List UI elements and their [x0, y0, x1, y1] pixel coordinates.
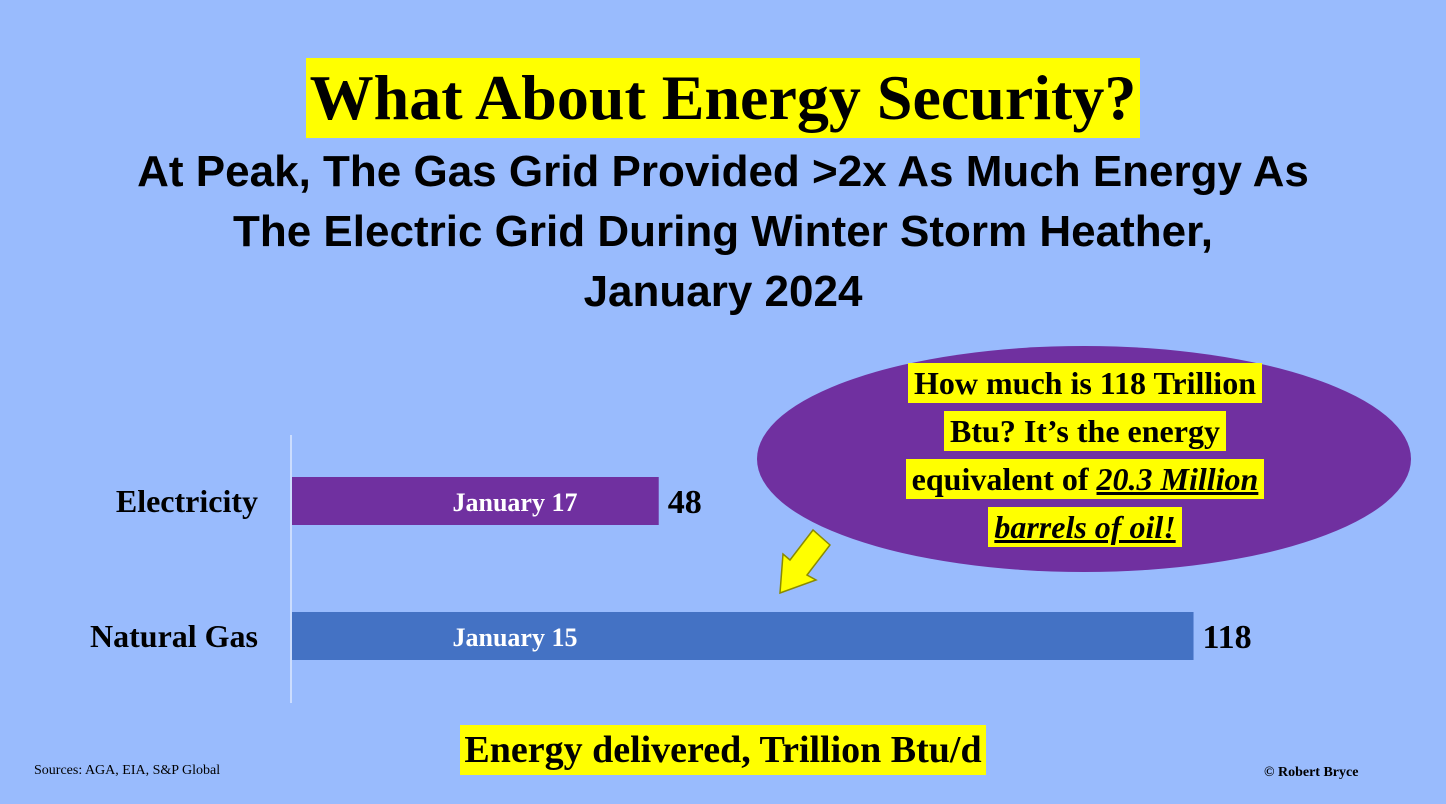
copyright-credit: © Robert Bryce [1264, 765, 1359, 780]
subtitle-line-3: January 2024 [583, 267, 863, 316]
subtitle: At Peak, The Gas Grid Provided >2x As Mu… [0, 142, 1446, 322]
value-label-natural-gas: 118 [1203, 619, 1252, 656]
page-title: What About Energy Security? [305, 58, 1141, 138]
bar-electricity [292, 477, 659, 525]
callout-text: How much is 118 Trillion Btu? It’s the e… [845, 359, 1325, 551]
callout-line-4: barrels of oil! [988, 507, 1182, 547]
callout-line-3: equivalent of 20.3 Million [905, 459, 1265, 499]
callout-line-4-emphasis: barrels of oil! [994, 509, 1176, 545]
callout-line-3-emphasis: 20.3 Million [1096, 461, 1259, 497]
x-axis-label: Energy delivered, Trillion Btu/d [460, 725, 986, 775]
category-label-electricity: Electricity [116, 483, 258, 519]
value-label-electricity: 48 [668, 484, 702, 521]
x-axis-label-container: Energy delivered, Trillion Btu/d [0, 725, 1446, 775]
subtitle-line-1: At Peak, The Gas Grid Provided >2x As Mu… [137, 147, 1309, 196]
arrow-icon [779, 528, 832, 595]
callout-line-2: Btu? It’s the energy [944, 411, 1226, 451]
bar-date-label-electricity: January 17 [453, 488, 578, 517]
callout-line-1: How much is 118 Trillion [908, 363, 1262, 403]
bar-natural-gas [292, 612, 1194, 660]
category-label-natural-gas: Natural Gas [90, 618, 258, 654]
bar-date-label-natural-gas: January 15 [453, 623, 578, 652]
title-container: What About Energy Security? [0, 58, 1446, 138]
callout-line-3-prefix: equivalent of [911, 461, 1097, 497]
subtitle-line-2: The Electric Grid During Winter Storm He… [232, 207, 1213, 256]
sources-note: Sources: AGA, EIA, S&P Global [34, 763, 221, 778]
